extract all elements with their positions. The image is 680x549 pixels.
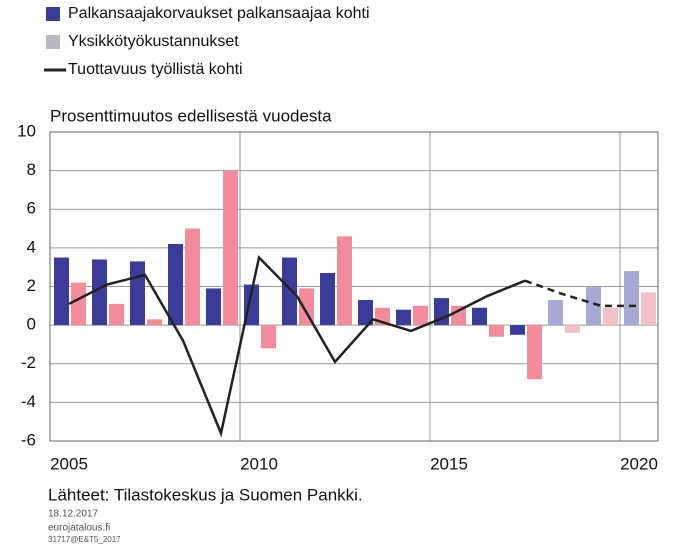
bar <box>223 170 238 326</box>
plot-frame <box>49 131 659 442</box>
bar <box>434 298 449 326</box>
bar <box>92 259 107 326</box>
y-tick-label: 4 <box>27 237 36 256</box>
bar <box>337 236 352 326</box>
bar <box>489 325 504 337</box>
legend-swatch <box>46 7 60 21</box>
bar <box>472 307 487 326</box>
legend-swatch <box>46 35 60 49</box>
x-tick-label: 2005 <box>50 454 88 473</box>
bar <box>71 282 86 326</box>
x-tick-label: 2015 <box>430 454 468 473</box>
bar <box>320 272 335 326</box>
bar <box>109 303 124 326</box>
y-tick-label: 0 <box>27 315 36 334</box>
x-tick-label: 2010 <box>240 454 278 473</box>
bar <box>586 286 601 326</box>
bar <box>396 309 411 326</box>
line <box>68 255 526 438</box>
y-tick-label: 2 <box>27 276 36 295</box>
bar <box>147 319 162 326</box>
source: Lähteet: Tilastokeskus ja Suomen Pankki. <box>48 485 363 504</box>
bar <box>282 257 297 326</box>
bar <box>185 228 200 326</box>
bar <box>527 325 542 380</box>
bar <box>603 307 618 326</box>
y-tick-label: -2 <box>21 353 36 372</box>
bar <box>261 325 276 349</box>
legend-label: Palkansaajakorvaukset palkansaajaa kohti <box>68 5 370 22</box>
bar <box>624 271 639 326</box>
y-tick-label: 10 <box>17 121 36 140</box>
line-forecast <box>524 279 639 308</box>
bar <box>206 288 221 326</box>
x-tick-label: 2020 <box>620 454 658 473</box>
note: 18.12.2017 <box>48 509 98 520</box>
y-tick-label: 6 <box>27 199 36 218</box>
y-axis-title: Prosenttimuutos edellisestä vuodesta <box>50 106 332 125</box>
bar <box>548 300 563 326</box>
bar <box>565 325 580 333</box>
note: 31717@E&T5_2017 <box>48 535 121 544</box>
bar <box>641 292 656 326</box>
y-tick-label: -6 <box>21 430 36 449</box>
bar <box>413 305 428 326</box>
y-tick-label: -4 <box>21 392 36 411</box>
note: eurojatalous.fi <box>48 523 110 534</box>
bar <box>54 257 69 326</box>
y-tick-label: 8 <box>27 160 36 179</box>
bar <box>451 305 466 326</box>
bar <box>510 325 525 335</box>
legend-label: Tuottavuus työllistä kohti <box>68 61 243 78</box>
bar <box>358 300 373 326</box>
bar <box>299 288 314 326</box>
legend-label: Yksikkötyökustannukset <box>68 33 239 50</box>
bar <box>168 244 183 326</box>
bar <box>130 261 145 326</box>
